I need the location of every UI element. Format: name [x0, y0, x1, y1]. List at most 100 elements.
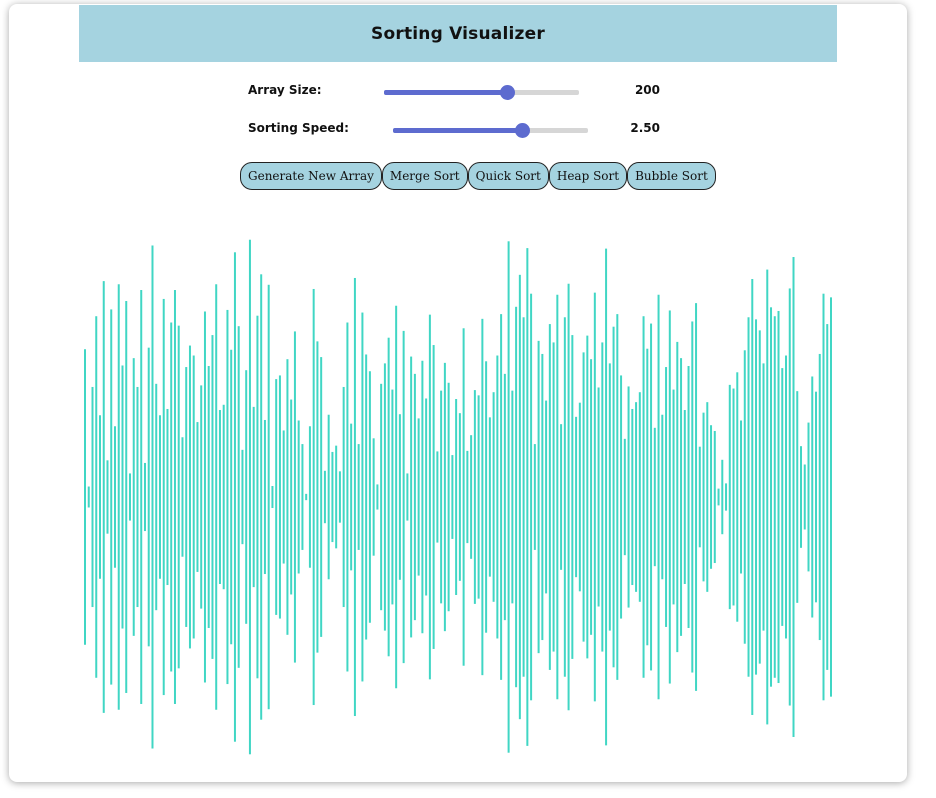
array-bar: [203, 311, 206, 683]
array-bar: [530, 293, 533, 701]
array-bar: [458, 413, 461, 581]
sorting-speed-slider[interactable]: [393, 122, 588, 138]
array-bar: [710, 425, 713, 569]
bubble-sort-button[interactable]: Bubble Sort: [627, 162, 716, 190]
array-bar: [687, 366, 690, 628]
array-size-label: Array Size:: [248, 83, 322, 97]
array-bar: [256, 315, 259, 679]
merge-sort-button[interactable]: Merge Sort: [381, 162, 468, 190]
array-bar: [541, 353, 544, 641]
array-bar: [357, 444, 360, 550]
array-bar: [155, 383, 158, 611]
sorting-speed-value: 2.50: [630, 121, 660, 135]
quick-sort-button[interactable]: Quick Sort: [467, 162, 549, 190]
heap-sort-button[interactable]: Heap Sort: [548, 162, 628, 190]
array-bar: [233, 252, 236, 742]
array-bar: [485, 361, 488, 633]
array-bar: [391, 389, 394, 605]
sorting-speed-slider-thumb[interactable]: [515, 123, 530, 138]
generate-new-array-button[interactable]: Generate New Array: [240, 162, 382, 190]
array-bar: [507, 241, 510, 753]
array-size-value: 200: [634, 83, 660, 97]
array-bar: [608, 363, 611, 631]
array-bar: [151, 245, 154, 749]
array-bar: [533, 444, 536, 550]
array-bar: [743, 350, 746, 644]
array-bar: [320, 357, 323, 637]
array-bar: [376, 484, 379, 510]
array-bar: [511, 390, 514, 604]
array-bar: [136, 386, 139, 608]
array-bar: [207, 366, 210, 628]
array-bar: [177, 325, 180, 669]
array-bar: [650, 323, 653, 671]
app-header: Sorting Visualizer: [79, 5, 837, 62]
array-bar: [443, 362, 446, 632]
array-bar: [758, 330, 761, 664]
sorting-speed-slider-fill: [393, 128, 522, 133]
array-bar: [747, 317, 750, 677]
array-bar: [245, 370, 248, 624]
array-bar: [751, 279, 754, 715]
array-bar: [605, 248, 608, 746]
array-bar: [260, 274, 263, 720]
array-bar: [305, 493, 308, 501]
array-bar: [492, 392, 495, 602]
array-bar: [826, 324, 829, 670]
array-size-slider-fill: [384, 90, 507, 95]
array-bar: [552, 342, 555, 652]
array-bar: [661, 414, 664, 580]
array-bar: [263, 419, 266, 575]
array-bar: [706, 402, 709, 592]
array-bar: [770, 307, 773, 687]
array-bar: [87, 486, 90, 508]
array-bar: [481, 318, 484, 676]
array-bar: [91, 386, 94, 608]
array-bar: [496, 355, 499, 639]
array-bar: [338, 471, 341, 523]
array-bar: [503, 373, 506, 621]
array-bar: [188, 345, 191, 649]
array-bar: [488, 417, 491, 577]
array-bar: [623, 438, 626, 556]
array-size-slider-thumb[interactable]: [500, 85, 515, 100]
array-bar: [518, 274, 521, 720]
array-bar: [800, 446, 803, 548]
array-bar: [777, 310, 780, 684]
array-bar: [241, 449, 244, 545]
array-bar: [646, 348, 649, 646]
array-bar: [676, 341, 679, 653]
array-bar: [612, 326, 615, 668]
array-bar: [717, 488, 720, 506]
array-bar: [84, 349, 86, 645]
array-bar: [567, 283, 570, 711]
array-bar: [818, 353, 821, 641]
array-bar: [672, 389, 675, 605]
array-bar: [563, 317, 566, 677]
array-bar: [657, 294, 660, 700]
array-bar: [526, 248, 529, 746]
array-bar: [380, 383, 383, 611]
array-bar: [166, 408, 169, 586]
array-bar: [638, 392, 641, 602]
array-bar: [170, 322, 173, 672]
array-bar: [436, 451, 439, 543]
array-bar: [350, 423, 353, 571]
array-bar: [398, 414, 401, 580]
array-bar: [110, 309, 113, 685]
array-bar: [162, 298, 165, 696]
array-bar: [515, 306, 518, 688]
array-bar: [462, 328, 465, 666]
array-bar: [728, 384, 731, 610]
array-bar: [361, 312, 364, 682]
array-bar: [387, 337, 390, 657]
array-bar: [353, 277, 356, 717]
array-size-slider[interactable]: [384, 84, 579, 100]
array-bar: [788, 288, 791, 706]
array-bar: [593, 292, 596, 702]
array-bar: [635, 402, 638, 592]
array-bar: [653, 427, 656, 567]
array-bar: [803, 464, 806, 530]
array-bar: [200, 385, 203, 609]
